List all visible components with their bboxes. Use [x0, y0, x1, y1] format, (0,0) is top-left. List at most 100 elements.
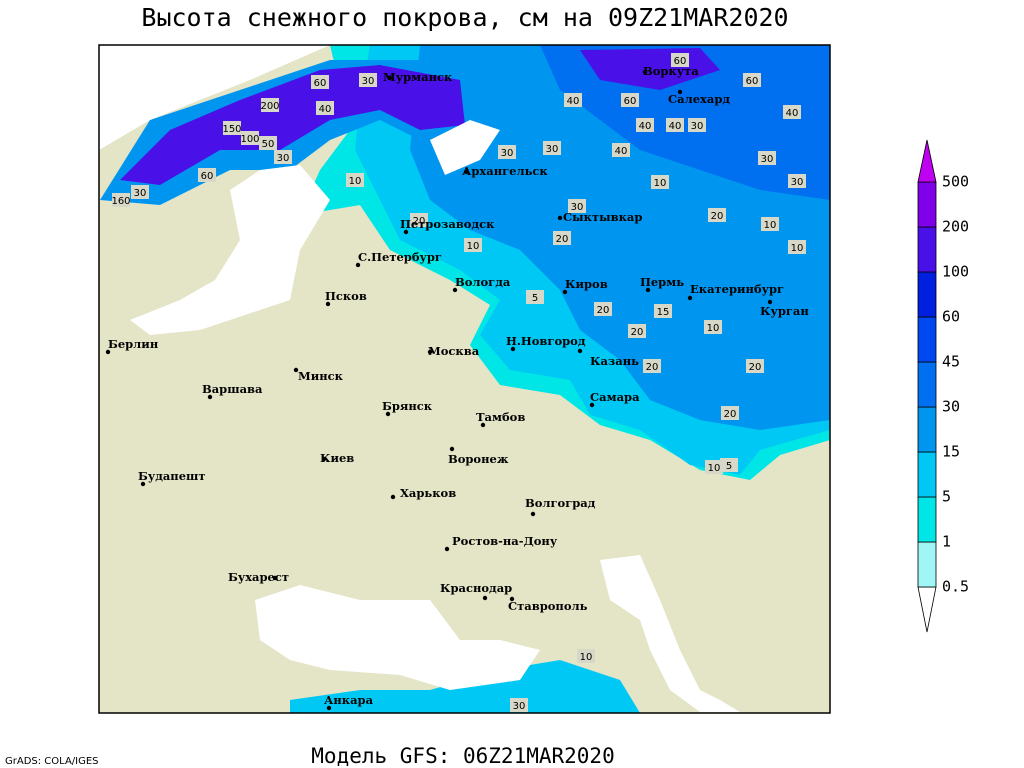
contour-label: 40: [319, 104, 332, 115]
city-label: Самара: [590, 390, 640, 404]
city-label: Бухарест: [228, 570, 289, 584]
contour-label: 20: [631, 327, 644, 338]
city-label: Архангельск: [462, 164, 548, 178]
city-dot: [530, 511, 536, 517]
contour-label-box: [510, 698, 528, 712]
colorbar-box: [917, 406, 937, 453]
city-label: Ставрополь: [508, 599, 588, 613]
contour-label-box: [259, 136, 277, 150]
colorbar-label: 100: [942, 263, 969, 281]
contour-label: 60: [624, 96, 637, 107]
city-label: Краснодар: [440, 581, 512, 595]
contour-label: 60: [201, 171, 214, 182]
contour-label: 30: [546, 144, 559, 155]
contour-label: 10: [467, 241, 480, 252]
city-label: Минск: [298, 369, 344, 383]
city-label: Волгоград: [525, 496, 596, 510]
contour-label-box: [651, 175, 669, 189]
contour-label-box: [543, 141, 561, 155]
contour-label-box: [643, 359, 661, 373]
colorbar-box: [917, 316, 937, 363]
city-label: Ростов-на-Дону: [452, 534, 558, 548]
city-dot: [390, 494, 396, 500]
contour-label-box: [594, 302, 612, 316]
contour-label-box: [783, 105, 801, 119]
map-frame: [98, 44, 831, 714]
colorbar-label: 1: [942, 533, 951, 551]
contour-label: 50: [262, 139, 275, 150]
contour-label: 60: [314, 78, 327, 89]
city-dot: [403, 229, 409, 235]
contour-label: 20: [749, 362, 762, 373]
colorbar-label: 15: [942, 443, 960, 461]
city-label: Харьков: [400, 486, 456, 500]
contour-label: 15: [657, 307, 670, 318]
sea: [430, 120, 500, 175]
contour-label: 30: [761, 154, 774, 165]
city-dot: [562, 289, 568, 295]
city-label: Н.Новгород: [506, 334, 586, 348]
city-dot: [577, 348, 583, 354]
city-dot: [293, 367, 299, 373]
contour-label-box: [671, 53, 689, 67]
city-dot: [687, 295, 693, 301]
city-label: Тамбов: [476, 410, 525, 424]
contour-label: 100: [240, 134, 259, 145]
contour-label: 60: [746, 76, 759, 87]
sea: [255, 585, 540, 690]
city-label: Воркута: [643, 64, 699, 78]
contour-label-box: [198, 168, 216, 182]
contour-label: 5: [532, 293, 538, 304]
colorbar-box: [917, 271, 937, 318]
contour-label: 40: [615, 146, 628, 157]
contour-label: 30: [691, 121, 704, 132]
contour-label-box: [788, 174, 806, 188]
contour-label: 30: [134, 188, 147, 199]
contour-label: 30: [571, 202, 584, 213]
city-dot: [272, 575, 278, 581]
contour-label: 60: [674, 56, 687, 67]
contour-label-box: [708, 208, 726, 222]
contour-label: 160: [111, 196, 130, 207]
colorbar-box: [917, 361, 937, 408]
city-dot: [767, 299, 773, 305]
contour-label-box: [743, 73, 761, 87]
contour-label-box: [720, 458, 738, 472]
title: Высота снежного покрова, см на 09Z21MAR2…: [141, 3, 788, 32]
city-dot: [387, 75, 393, 81]
city-dot: [589, 402, 595, 408]
colorbar-box: [917, 226, 937, 273]
city-label: Петрозаводск: [400, 217, 495, 231]
snow-area: [120, 65, 465, 185]
contour-label: 200: [260, 101, 279, 112]
city-dot: [449, 446, 455, 452]
contour-label: 30: [513, 701, 526, 712]
city-label: Пермь: [640, 275, 684, 289]
city-dot: [385, 411, 391, 417]
city-label: Сыктывкар: [563, 210, 642, 224]
colorbar-cap: [917, 139, 937, 183]
city-dot: [510, 346, 516, 352]
contour-label-box: [721, 406, 739, 420]
contour-label: 10: [707, 323, 720, 334]
colorbar-label: 45: [942, 353, 960, 371]
city-label: Киров: [565, 277, 608, 291]
contour-label: 10: [349, 176, 362, 187]
city-dot: [427, 349, 433, 355]
contour-label-box: [346, 173, 364, 187]
contour-label: 10: [791, 243, 804, 254]
contour-label: 20: [711, 211, 724, 222]
city-label: Воронеж: [448, 452, 509, 466]
contour-label-box: [746, 359, 764, 373]
contour-label: 30: [362, 76, 375, 87]
city-label: Курган: [760, 304, 809, 318]
city-dot: [452, 287, 458, 293]
city-dot: [321, 456, 327, 462]
colorbar-label: 30: [942, 398, 960, 416]
city-dot: [326, 705, 332, 711]
colorbar-label: 60: [942, 308, 960, 326]
city-label: Псков: [325, 289, 367, 303]
city-dot: [645, 287, 651, 293]
